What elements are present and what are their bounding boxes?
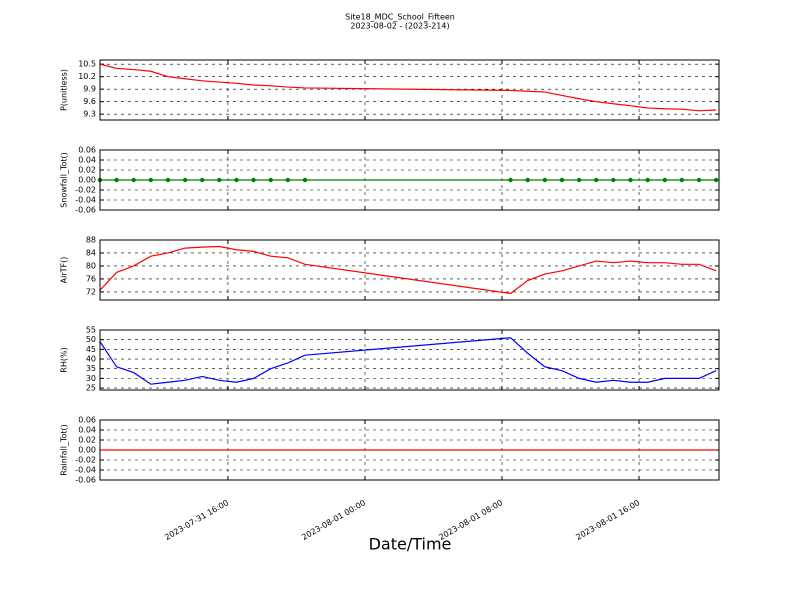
data-point bbox=[645, 177, 650, 183]
chart-subtitle: 2023-08-02 - (2023-214) bbox=[350, 22, 449, 31]
data-point bbox=[131, 177, 136, 183]
y-tick-label: 0.04 bbox=[78, 426, 96, 435]
y-tick-label: 30 bbox=[86, 374, 96, 383]
data-point bbox=[559, 177, 565, 183]
data-line bbox=[99, 337, 717, 385]
y-tick-label: -0.06 bbox=[75, 206, 96, 215]
data-line bbox=[99, 245, 717, 295]
y-tick-label: 0.06 bbox=[78, 146, 96, 155]
data-point bbox=[182, 177, 188, 183]
data-point bbox=[508, 177, 513, 183]
data-point bbox=[713, 177, 719, 183]
y-axis-label: AirTF() bbox=[60, 257, 69, 284]
data-point bbox=[217, 177, 222, 183]
y-tick-label: 50 bbox=[86, 335, 96, 344]
plot-frame bbox=[99, 329, 720, 391]
data-point bbox=[114, 177, 119, 183]
y-axis-label: RH(%) bbox=[60, 347, 69, 372]
plot-frame bbox=[99, 239, 720, 301]
y-tick-label: 80 bbox=[86, 261, 96, 270]
y-tick-label: 0.02 bbox=[78, 166, 96, 175]
data-point bbox=[594, 177, 599, 183]
data-point bbox=[234, 177, 239, 183]
y-tick-label: 0.04 bbox=[78, 156, 96, 165]
data-point bbox=[285, 177, 291, 183]
y-tick-label: 88 bbox=[86, 236, 96, 245]
chart-title: Site18_MDC_School_Fifteen bbox=[345, 13, 455, 22]
y-tick-label: 55 bbox=[86, 326, 96, 335]
data-line bbox=[99, 63, 717, 112]
data-point bbox=[268, 177, 273, 183]
y-tick-label: 0.06 bbox=[78, 416, 96, 425]
y-tick-label: 0.00 bbox=[78, 446, 96, 455]
data-point bbox=[165, 177, 171, 183]
y-tick-label: 35 bbox=[86, 364, 96, 373]
y-tick-label: 72 bbox=[86, 287, 96, 296]
y-tick-label: 76 bbox=[86, 274, 96, 283]
plot-frame bbox=[99, 59, 720, 121]
data-point bbox=[542, 177, 548, 183]
y-tick-label: 84 bbox=[86, 248, 96, 257]
data-point bbox=[576, 177, 582, 183]
y-axis-label: Rainfall_Tot() bbox=[60, 424, 69, 476]
y-tick-label: 0.00 bbox=[78, 176, 96, 185]
y-tick-label: 10.5 bbox=[78, 60, 96, 69]
y-tick-label: 25 bbox=[86, 384, 96, 393]
data-point bbox=[679, 177, 685, 183]
y-tick-label: 9.3 bbox=[83, 110, 96, 119]
data-point bbox=[662, 177, 667, 183]
data-point bbox=[611, 177, 616, 183]
plot-frame bbox=[99, 419, 720, 481]
plot-frame bbox=[99, 149, 720, 211]
y-axis-label: P(unitless) bbox=[60, 69, 69, 111]
y-tick-label: 0.02 bbox=[78, 436, 96, 445]
y-tick-label: -0.06 bbox=[75, 476, 96, 485]
data-point bbox=[525, 177, 530, 183]
data-point bbox=[302, 177, 308, 183]
y-tick-label: 45 bbox=[86, 345, 96, 354]
data-point bbox=[628, 177, 633, 183]
y-tick-label: -0.04 bbox=[75, 466, 96, 475]
y-tick-label: -0.02 bbox=[75, 456, 96, 465]
y-tick-label: 9.9 bbox=[83, 85, 96, 94]
y-axis-label: Snowfall_Tot() bbox=[60, 152, 69, 208]
y-tick-label: 40 bbox=[86, 355, 96, 364]
y-tick-label: 9.6 bbox=[83, 97, 96, 106]
data-point bbox=[200, 177, 205, 183]
data-point bbox=[696, 177, 702, 183]
x-axis-label: Date/Time bbox=[369, 535, 452, 554]
data-point bbox=[148, 177, 154, 183]
y-tick-label: 10.2 bbox=[78, 72, 96, 81]
data-point bbox=[251, 177, 256, 183]
y-tick-label: -0.04 bbox=[75, 196, 96, 205]
y-tick-label: -0.02 bbox=[75, 186, 96, 195]
